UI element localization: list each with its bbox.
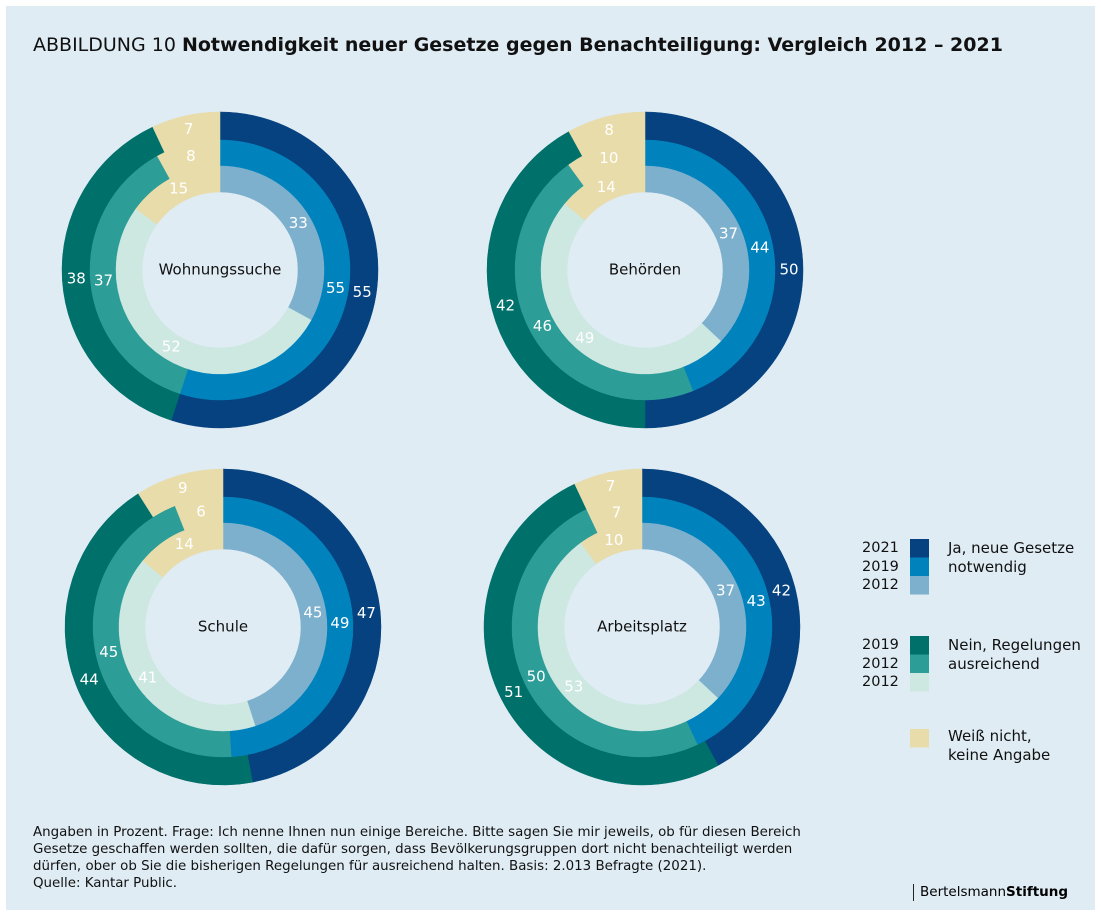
legend-year: 2019 [862, 558, 899, 575]
legend-swatch [910, 636, 929, 655]
segment [118, 560, 256, 732]
data-label: 41 [138, 669, 157, 687]
data-label: 53 [564, 678, 583, 696]
legend-swatch [910, 729, 929, 748]
data-label: 49 [330, 614, 349, 632]
title: ABBILDUNG 10 Notwendigkeit neuer Gesetze … [33, 34, 1003, 56]
note-line: dürfen, ober ob Sie die bisherigen Regel… [33, 859, 707, 874]
data-label: 37 [94, 272, 113, 290]
data-label: 14 [597, 178, 616, 196]
logo-b: Stiftung [1006, 884, 1069, 900]
legend-year: 2012 [862, 655, 899, 672]
title-prefix: ABBILDUNG 10 [33, 34, 176, 56]
data-label: 6 [196, 503, 206, 521]
data-label: 47 [357, 604, 376, 622]
data-label: 7 [184, 120, 194, 138]
data-label: 37 [716, 581, 735, 599]
data-label: 50 [527, 667, 546, 685]
data-label: 9 [178, 479, 188, 497]
legend-year: 2012 [862, 577, 899, 593]
legend-year: 2021 [862, 540, 899, 556]
legend-swatch [910, 539, 929, 558]
logo: BertelsmannStiftung [913, 884, 1068, 901]
data-label: 10 [599, 149, 618, 167]
data-label: 44 [750, 239, 769, 257]
segment [115, 208, 312, 375]
data-label: 50 [779, 261, 798, 279]
chart-title: Behörden [609, 261, 681, 279]
data-label: 49 [575, 329, 594, 347]
segment [580, 522, 643, 565]
segment [135, 165, 221, 225]
segment [142, 522, 224, 578]
chart-title: Wohnungssuche [159, 261, 282, 279]
data-label: 55 [353, 283, 372, 301]
legend-label: Ja, neue Gesetze notwendig [948, 539, 1075, 576]
data-label: 8 [604, 121, 614, 139]
segment [222, 522, 328, 727]
note-line: Angaben in Prozent. Frage: Ich nenne Ihn… [33, 825, 801, 840]
data-label: 7 [612, 503, 622, 521]
data-label: 15 [169, 179, 188, 197]
data-label: 42 [772, 582, 791, 600]
data-label: 52 [162, 337, 181, 355]
data-label: 46 [533, 317, 552, 335]
segment [540, 203, 722, 375]
note-line: Quelle: Kantar Public. [33, 876, 178, 891]
legend-swatch [910, 673, 929, 692]
data-label: 45 [99, 643, 118, 661]
data-label: 42 [496, 296, 515, 314]
legend-year: 2019 [862, 637, 899, 653]
data-label: 55 [326, 279, 345, 297]
data-label: 43 [747, 592, 766, 610]
logo-a: Bertelsmann [920, 884, 1007, 900]
data-label: 8 [186, 147, 196, 165]
legend-swatch [910, 654, 929, 673]
legend-label: Nein, Regelungen ausreichend [948, 636, 1081, 673]
data-label: 45 [303, 603, 322, 621]
data-label: 10 [604, 531, 623, 549]
data-label: 38 [67, 270, 86, 288]
legend-year: 2012 [862, 674, 899, 690]
note-line: Gesetze geschaffen werden sollten, die d… [33, 842, 793, 857]
data-label: 33 [289, 214, 308, 232]
segment [564, 165, 646, 221]
segment [537, 542, 719, 732]
title-text: Notwendigkeit neuer Gesetze gegen Benach… [181, 34, 1003, 56]
chart-title: Schule [198, 618, 248, 636]
data-label: 37 [719, 224, 738, 242]
legend-swatch [910, 576, 929, 595]
chart-title: Arbeitsplatz [597, 618, 687, 636]
data-label: 44 [80, 671, 99, 689]
data-label: 7 [606, 477, 616, 495]
data-label: 51 [504, 683, 523, 701]
legend-swatch [910, 557, 929, 576]
data-label: 14 [175, 535, 194, 553]
note: Angaben in Prozent. Frage: Ich nenne Ihn… [33, 824, 801, 892]
legend-label: Weiß nicht, keine Angabe [948, 727, 1051, 764]
